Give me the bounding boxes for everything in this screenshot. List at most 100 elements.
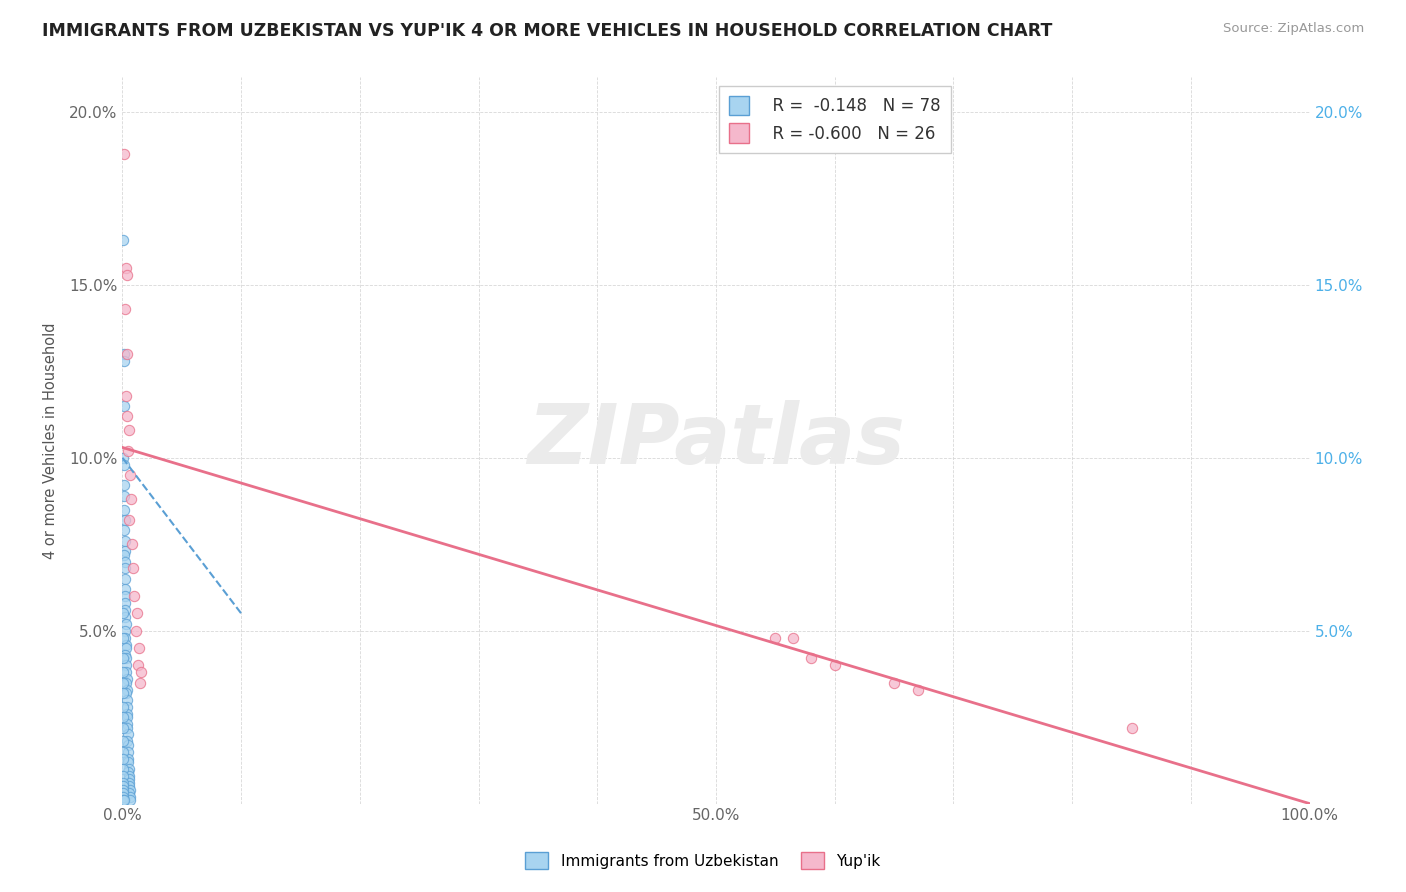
Point [114, 555, 136, 569]
Point [112, 786, 135, 800]
Point [114, 544, 136, 558]
Point [112, 710, 135, 724]
Point [117, 752, 139, 766]
Point [129, 675, 152, 690]
Point [118, 468, 141, 483]
Point [128, 640, 150, 655]
Point [114, 603, 136, 617]
Point [112, 762, 135, 776]
Point [114, 582, 136, 597]
Point [765, 631, 787, 645]
Point [1121, 721, 1143, 735]
Point [112, 675, 135, 690]
Point [114, 624, 136, 638]
Y-axis label: 4 or more Vehicles in Household: 4 or more Vehicles in Household [44, 322, 58, 558]
Point [124, 589, 146, 603]
Point [112, 745, 135, 759]
Point [907, 682, 929, 697]
Point [115, 721, 138, 735]
Point [115, 347, 138, 361]
Point [112, 233, 135, 247]
Point [118, 423, 141, 437]
Point [112, 354, 135, 368]
Point [115, 682, 138, 697]
Point [782, 631, 804, 645]
Point [112, 782, 135, 797]
Point [112, 450, 135, 465]
Point [112, 776, 135, 790]
Legend: Immigrants from Uzbekistan, Yup'ik: Immigrants from Uzbekistan, Yup'ik [519, 846, 887, 875]
Point [124, 624, 146, 638]
Point [112, 548, 135, 562]
Point [112, 502, 135, 516]
Point [112, 793, 135, 807]
Point [114, 631, 136, 645]
Point [115, 260, 138, 275]
Point [112, 631, 135, 645]
Point [121, 537, 143, 551]
Point [883, 675, 905, 690]
Point [118, 786, 141, 800]
Point [120, 492, 142, 507]
Point [112, 399, 135, 413]
Point [114, 596, 136, 610]
Point [115, 651, 138, 665]
Point [118, 793, 141, 807]
Point [118, 776, 141, 790]
Point [117, 727, 139, 741]
Point [115, 388, 138, 402]
Point [114, 658, 136, 673]
Point [115, 706, 138, 721]
Point [112, 458, 135, 472]
Point [125, 607, 148, 621]
Point [118, 769, 141, 783]
Point [112, 146, 135, 161]
Point [115, 665, 138, 680]
Point [112, 793, 135, 807]
Point [115, 675, 138, 690]
Point [112, 665, 135, 680]
Point [117, 755, 139, 769]
Point [112, 489, 135, 503]
Point [115, 699, 138, 714]
Legend:   R =  -0.148   N = 78,   R = -0.600   N = 26: R = -0.148 N = 78, R = -0.600 N = 26 [718, 86, 950, 153]
Point [112, 699, 135, 714]
Point [112, 524, 135, 538]
Point [114, 640, 136, 655]
Point [115, 693, 138, 707]
Point [114, 616, 136, 631]
Point [112, 769, 135, 783]
Point [115, 409, 138, 424]
Point [800, 651, 823, 665]
Point [117, 762, 139, 776]
Point [112, 780, 135, 794]
Point [112, 789, 135, 804]
Point [117, 745, 139, 759]
Point [824, 658, 846, 673]
Point [115, 268, 138, 282]
Point [118, 513, 141, 527]
Point [112, 686, 135, 700]
Point [112, 651, 135, 665]
Point [115, 672, 138, 686]
Text: IMMIGRANTS FROM UZBEKISTAN VS YUP'IK 4 OR MORE VEHICLES IN HOUSEHOLD CORRELATION: IMMIGRANTS FROM UZBEKISTAN VS YUP'IK 4 O… [42, 22, 1053, 40]
Point [117, 443, 139, 458]
Point [115, 638, 138, 652]
Point [117, 734, 139, 748]
Point [117, 765, 139, 780]
Point [114, 572, 136, 586]
Point [118, 782, 141, 797]
Point [112, 478, 135, 492]
Point [118, 780, 141, 794]
Point [114, 533, 136, 548]
Point [114, 589, 136, 603]
Point [115, 710, 138, 724]
Text: ZIPatlas: ZIPatlas [527, 400, 905, 481]
Text: Source: ZipAtlas.com: Source: ZipAtlas.com [1223, 22, 1364, 36]
Point [127, 658, 149, 673]
Point [122, 561, 145, 575]
Point [115, 686, 138, 700]
Point [112, 347, 135, 361]
Point [114, 648, 136, 662]
Point [112, 752, 135, 766]
